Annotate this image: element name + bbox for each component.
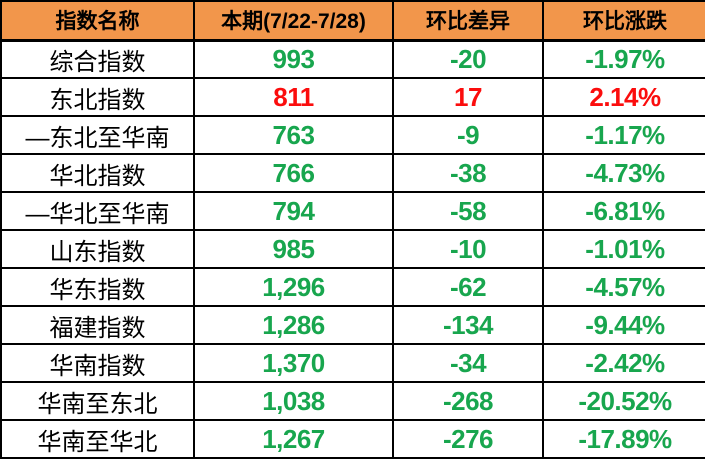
index-name-cell: 华东指数 (0, 267, 195, 307)
index-name-cell: —华北至华南 (0, 191, 195, 231)
diff-cell: -9 (392, 115, 544, 155)
pct-cell: -17.89% (542, 419, 705, 459)
index-name-cell: 华南至东北 (0, 381, 195, 421)
table-row: 华北指数 766 -38 -4.73% (0, 153, 705, 193)
diff-cell: -276 (392, 419, 544, 459)
current-value-cell: 794 (193, 191, 394, 231)
diff-cell: -268 (392, 381, 544, 421)
current-value-cell: 1,267 (193, 419, 394, 459)
index-name-cell: 华北指数 (0, 153, 195, 193)
table-row: 华东指数 1,296 -62 -4.57% (0, 267, 705, 307)
diff-cell: -58 (392, 191, 544, 231)
table-row: —华北至华南 794 -58 -6.81% (0, 191, 705, 231)
pct-cell: -1.17% (542, 115, 705, 155)
table-row: 山东指数 985 -10 -1.01% (0, 229, 705, 269)
index-name-cell: 华南指数 (0, 343, 195, 383)
table-row: 华南指数 1,370 -34 -2.42% (0, 343, 705, 383)
pct-cell: -1.97% (542, 39, 705, 79)
current-value-cell: 811 (193, 77, 394, 117)
current-value-cell: 985 (193, 229, 394, 269)
index-name-cell: 综合指数 (0, 39, 195, 79)
pct-cell: -6.81% (542, 191, 705, 231)
table-row: 华南至东北 1,038 -268 -20.52% (0, 381, 705, 421)
table-row: 东北指数 811 17 2.14% (0, 77, 705, 117)
pct-cell: -4.57% (542, 267, 705, 307)
current-value-cell: 1,370 (193, 343, 394, 383)
diff-cell: -20 (392, 39, 544, 79)
index-name-cell: 华南至华北 (0, 419, 195, 459)
index-name-cell: 山东指数 (0, 229, 195, 269)
pct-cell: -1.01% (542, 229, 705, 269)
col-header-pct-change: 环比涨跌 (542, 0, 705, 42)
table-row: 华南至华北 1,267 -276 -17.89% (0, 419, 705, 459)
index-name-cell: 东北指数 (0, 77, 195, 117)
pct-cell: 2.14% (542, 77, 705, 117)
current-value-cell: 1,286 (193, 305, 394, 345)
table-row: 福建指数 1,286 -134 -9.44% (0, 305, 705, 345)
pct-cell: -9.44% (542, 305, 705, 345)
index-name-cell: —东北至华南 (0, 115, 195, 155)
diff-cell: -62 (392, 267, 544, 307)
diff-cell: -10 (392, 229, 544, 269)
table-row: 综合指数 993 -20 -1.97% (0, 39, 705, 79)
diff-cell: 17 (392, 77, 544, 117)
col-header-current-period: 本期(7/22-7/28) (193, 0, 394, 42)
pct-cell: -2.42% (542, 343, 705, 383)
pct-cell: -20.52% (542, 381, 705, 421)
diff-cell: -134 (392, 305, 544, 345)
diff-cell: -34 (392, 343, 544, 383)
current-value-cell: 993 (193, 39, 394, 79)
col-header-index-name: 指数名称 (0, 0, 195, 42)
col-header-diff: 环比差异 (392, 0, 544, 42)
table-row: —东北至华南 763 -9 -1.17% (0, 115, 705, 155)
current-value-cell: 1,038 (193, 381, 394, 421)
current-value-cell: 763 (193, 115, 394, 155)
diff-cell: -38 (392, 153, 544, 193)
header-row: 指数名称 本期(7/22-7/28) 环比差异 环比涨跌 (0, 0, 705, 42)
index-name-cell: 福建指数 (0, 305, 195, 345)
pct-cell: -4.73% (542, 153, 705, 193)
current-value-cell: 766 (193, 153, 394, 193)
current-value-cell: 1,296 (193, 267, 394, 307)
